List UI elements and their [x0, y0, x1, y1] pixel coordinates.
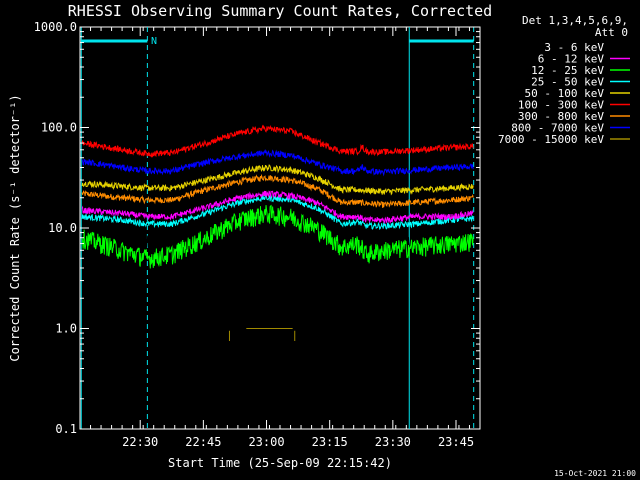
legend-entry-label: 3 - 6 keV — [544, 41, 604, 54]
series-line-800-7000-kev — [81, 148, 474, 177]
legend-entry-label: 50 - 100 keV — [525, 87, 605, 100]
legend-entry-label: 6 - 12 keV — [538, 53, 605, 66]
x-axis-label: Start Time (25-Sep-09 22:15:42) — [168, 456, 392, 470]
x-tick-label: 23:15 — [312, 435, 348, 449]
night-annotation: N — [151, 36, 157, 47]
series-line-6-12-kev — [81, 190, 474, 225]
flag-layer: N — [80, 27, 475, 429]
x-tick-label: 23:45 — [438, 435, 474, 449]
y-tick-label: 0.1 — [55, 422, 77, 436]
y-axis-label: Corrected Count Rate (s⁻¹ detector⁻¹) — [8, 94, 22, 361]
series-line-12-25-kev — [81, 204, 474, 269]
y-tick-label: 10.0 — [48, 221, 77, 235]
legend-entry-label: 7000 - 15000 keV — [498, 133, 604, 146]
x-tick-label: 22:30 — [122, 435, 158, 449]
legend-header: Att 0 — [595, 26, 628, 39]
y-tick-label: 100.0 — [41, 121, 77, 135]
legend-header: Det 1,3,4,5,6,9, — [522, 14, 628, 27]
legend-entry-label: 100 - 300 keV — [518, 99, 604, 112]
y-tick-label: 1.0 — [55, 322, 77, 336]
legend-entry-label: 12 - 25 keV — [531, 64, 604, 77]
series-line-25-50-kev — [81, 193, 474, 231]
chart-title: RHESSI Observing Summary Count Rates, Co… — [68, 2, 492, 20]
tick-layer: 1000.0 100.0 10.0 1.0 0.1 22:30 22:45 23:00 23:1… — [34, 20, 481, 449]
y-tick-label: 1000.0 — [34, 20, 77, 34]
x-tick-label: 22:45 — [185, 435, 221, 449]
series-layer — [81, 124, 474, 342]
series-line-300-800-kev — [81, 173, 474, 208]
series-line-100-300-kev — [81, 124, 474, 158]
legend-entry-label: 25 - 50 keV — [531, 76, 604, 89]
legend-entry-label: 300 - 800 keV — [518, 110, 604, 123]
x-tick-label: 23:30 — [375, 435, 411, 449]
x-tick-label: 23:00 — [248, 435, 284, 449]
footer-timestamp: 15-Oct-2021 21:00 — [554, 469, 636, 478]
series-line-7000-15000-kev — [228, 328, 296, 342]
legend-entry-label: 800 - 7000 keV — [511, 122, 604, 135]
series-line-50-100-kev — [81, 164, 474, 196]
plot-frame — [79, 26, 481, 430]
plot-border — [79, 26, 481, 430]
